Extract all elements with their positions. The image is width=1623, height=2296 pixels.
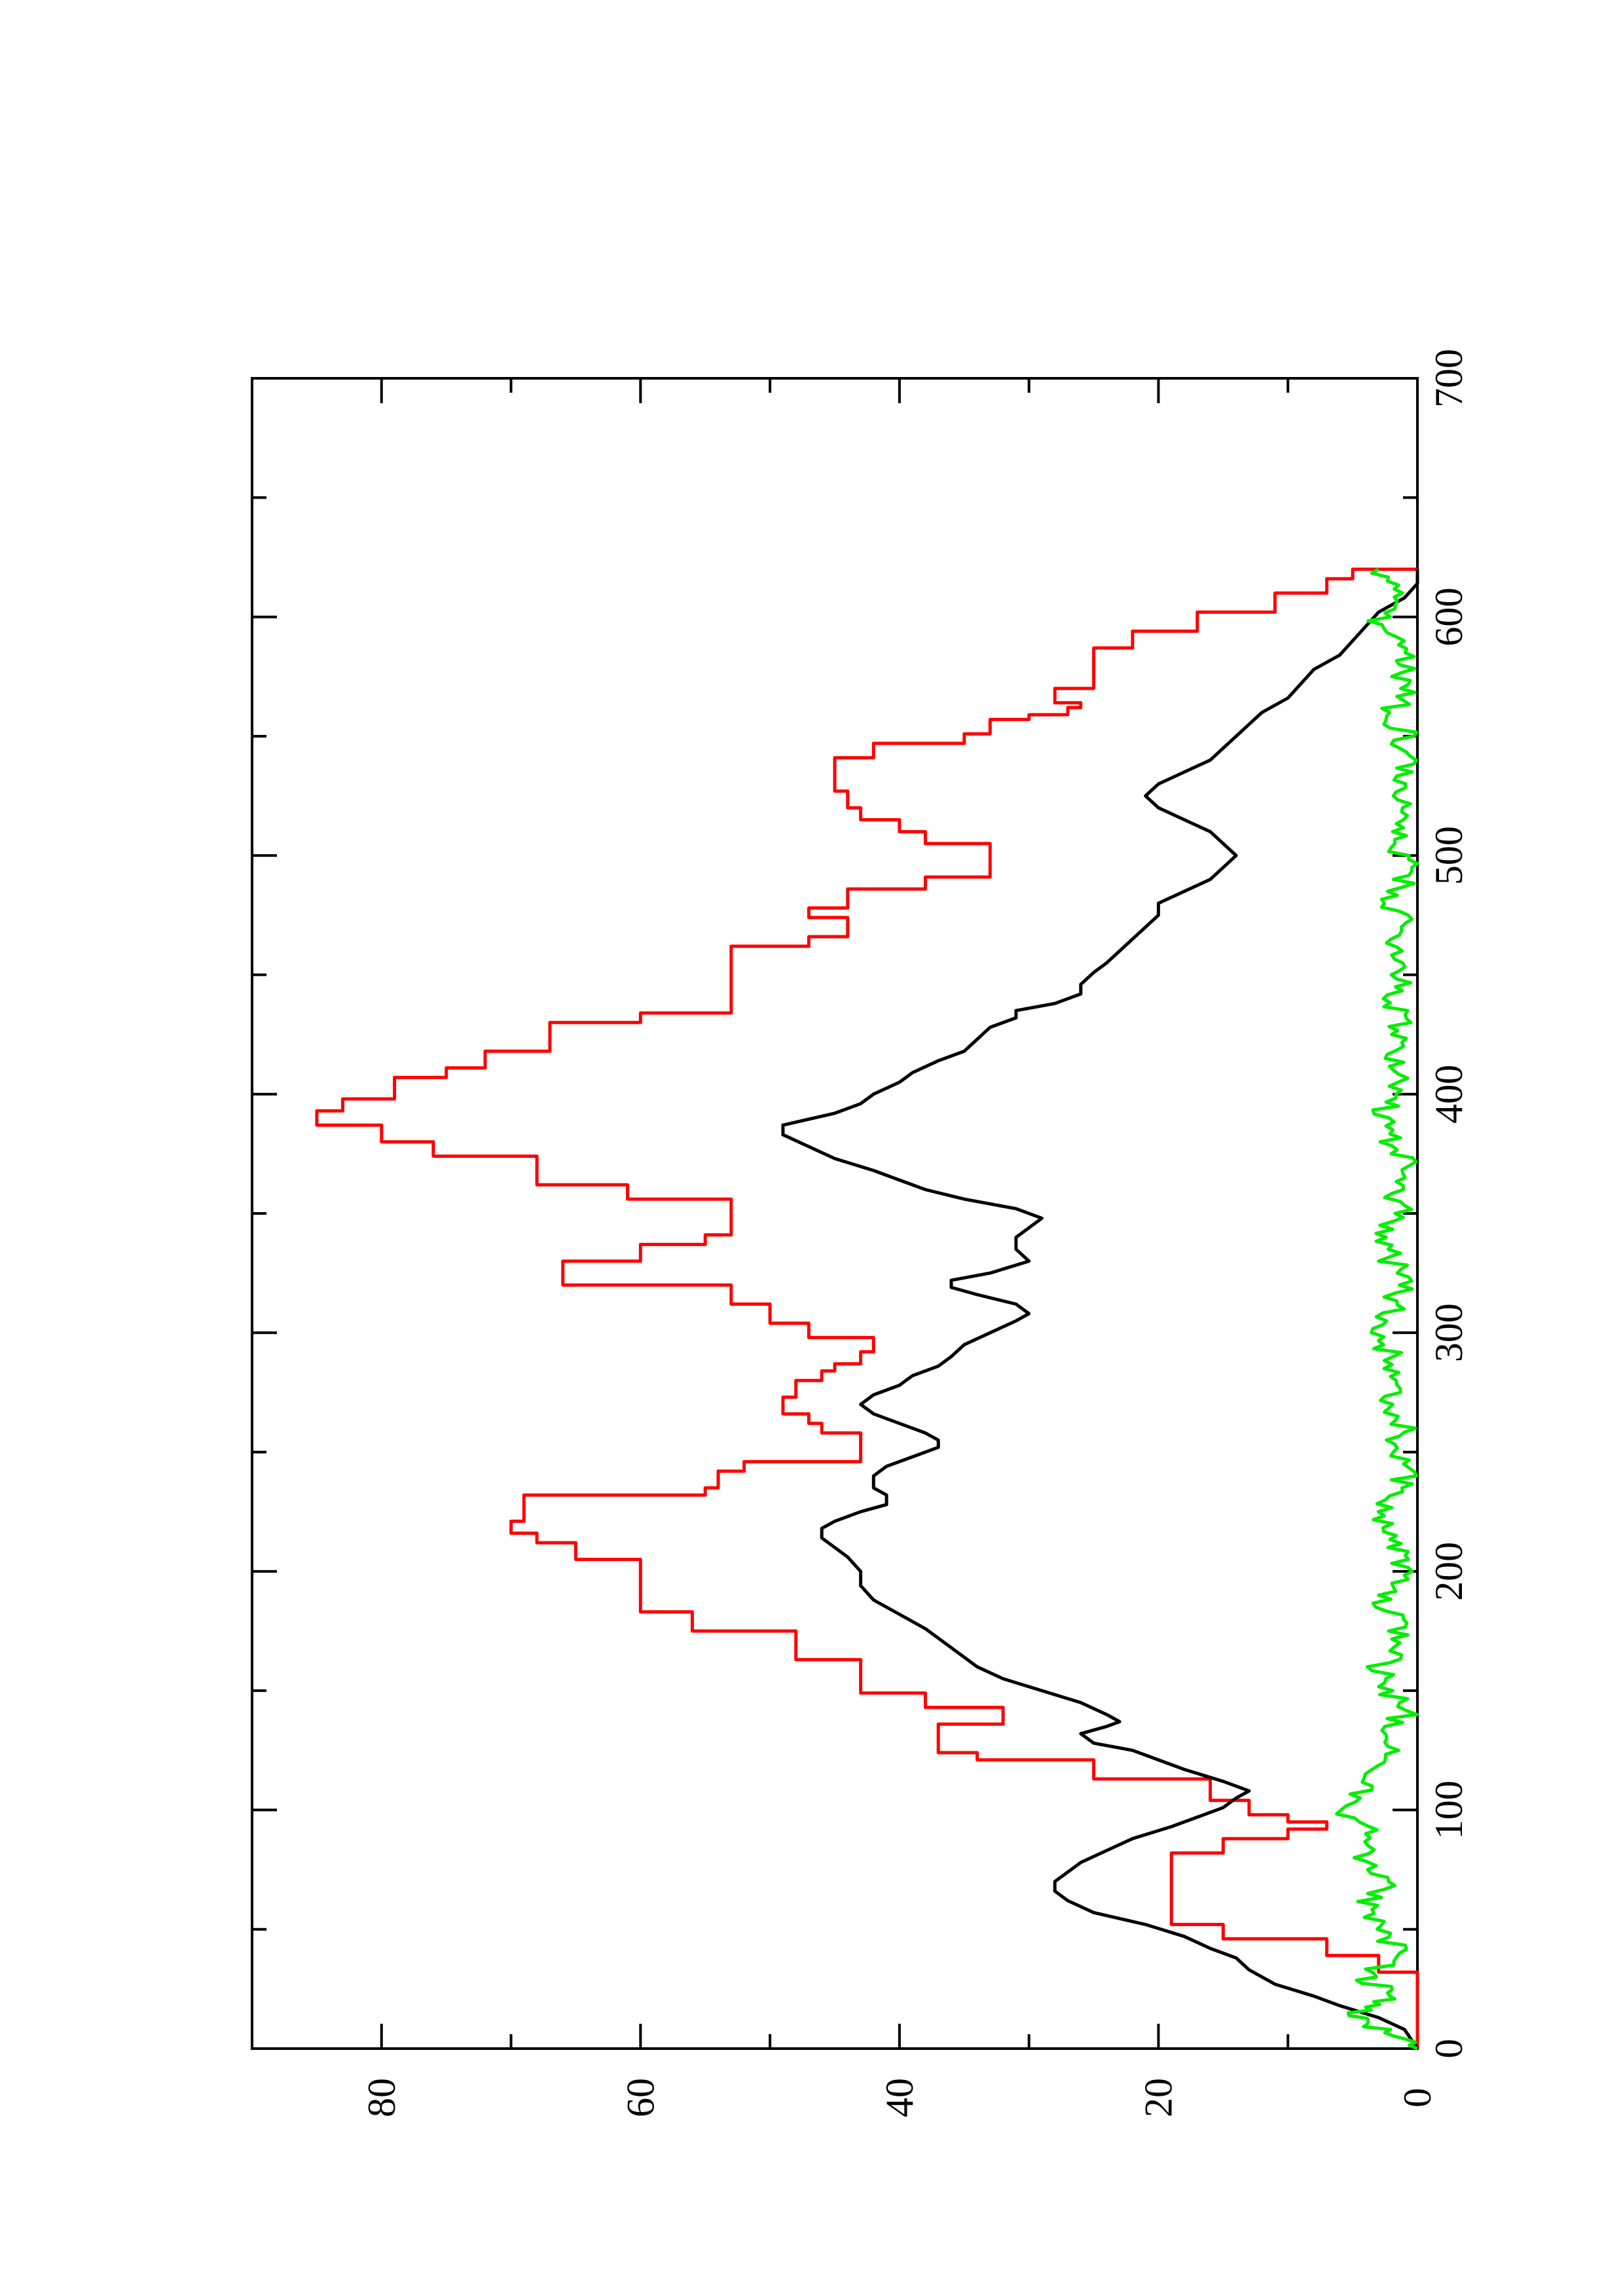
x-tick-label: 200: [1427, 1542, 1470, 1601]
x-tick-label: 600: [1427, 588, 1470, 647]
plot-frame: [251, 377, 1419, 2050]
series-line-2: [781, 569, 1419, 2050]
x-tick-label: 500: [1427, 826, 1470, 885]
y-tick-label: 20: [1137, 2078, 1180, 2117]
y-tick-label: 80: [360, 2078, 403, 2117]
axis-ticks: [252, 377, 1419, 2050]
series-layer: [315, 567, 1419, 2051]
x-tick-label: 400: [1427, 1065, 1470, 1124]
x-tick-label: 100: [1427, 1780, 1470, 1839]
axis-tick-labels: 0 100 200 300 400 500 600 700 0 20 40 60 80: [360, 349, 1470, 2117]
series-line-3: [1335, 567, 1419, 2051]
y-tick-label: 60: [619, 2078, 662, 2117]
y-tick-label: 0: [1396, 2088, 1439, 2108]
x-tick-label: 300: [1427, 1303, 1470, 1362]
x-tick-label: 0: [1427, 2039, 1470, 2058]
series-line-1: [315, 567, 1419, 2049]
x-tick-label: 700: [1427, 349, 1470, 408]
y-tick-label: 40: [878, 2078, 921, 2117]
